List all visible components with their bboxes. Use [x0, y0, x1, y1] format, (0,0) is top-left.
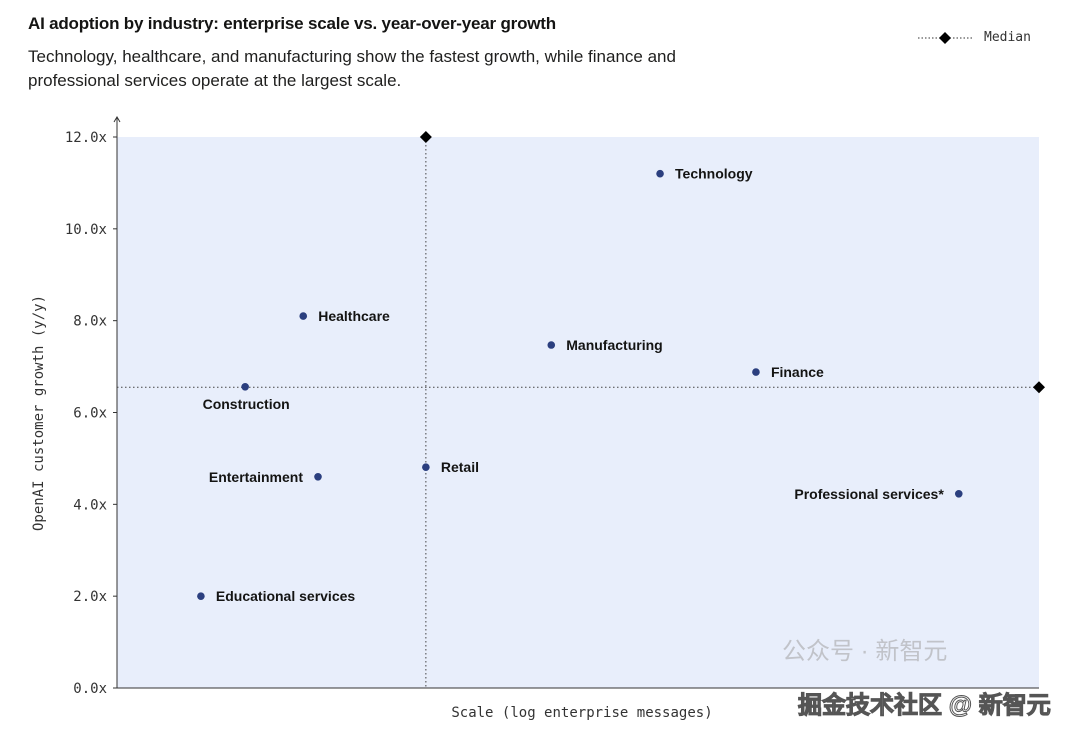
data-point — [241, 382, 249, 391]
y-tick-label: 12.0x — [65, 130, 107, 146]
watermark-wechat: 公众号 · 新智元 — [782, 638, 948, 665]
data-label: Construction — [203, 396, 290, 412]
median-x-marker — [419, 131, 432, 143]
y-tick-label: 8.0x — [73, 314, 107, 330]
data-label: Retail — [441, 459, 479, 475]
plot-area — [117, 137, 1039, 688]
median-legend-icon — [918, 31, 972, 44]
chart-subtitle: Technology, healthcare, and manufacturin… — [28, 47, 676, 90]
data-point — [422, 463, 430, 471]
data-label: Technology — [675, 166, 753, 182]
y-tick-label: 4.0x — [73, 497, 107, 513]
data-point — [954, 489, 963, 498]
y-tick-label: 2.0x — [73, 589, 107, 605]
median-y-marker — [1033, 381, 1045, 394]
y-axis-label: OpenAI customer growth (y/y) — [31, 295, 47, 531]
data-label: Professional services* — [794, 486, 944, 502]
data-point — [547, 341, 556, 349]
data-point — [656, 169, 664, 178]
data-label: Finance — [771, 364, 824, 380]
y-tick-label: 10.0x — [65, 222, 107, 238]
data-point — [314, 472, 322, 481]
legend: Median — [918, 30, 1031, 45]
y-tick-label: 0.0x — [73, 681, 107, 697]
data-label: Educational services — [216, 588, 356, 604]
y-tick-label: 6.0x — [73, 406, 107, 422]
data-label: Entertainment — [209, 469, 303, 485]
legend-label-median: Median — [984, 30, 1031, 45]
watermark-juejin: 掘金技术社区 @ 新智元 — [798, 692, 1052, 720]
data-label: Healthcare — [318, 308, 390, 324]
y-axis-arrow-icon — [113, 116, 121, 123]
data-point — [752, 368, 760, 376]
data-label: Manufacturing — [566, 337, 662, 353]
data-point — [299, 312, 308, 320]
data-point — [197, 592, 205, 600]
x-axis-label: Scale (log enterprise messages) — [451, 705, 712, 721]
chart-title: AI adoption by industry: enterprise scal… — [28, 14, 556, 33]
